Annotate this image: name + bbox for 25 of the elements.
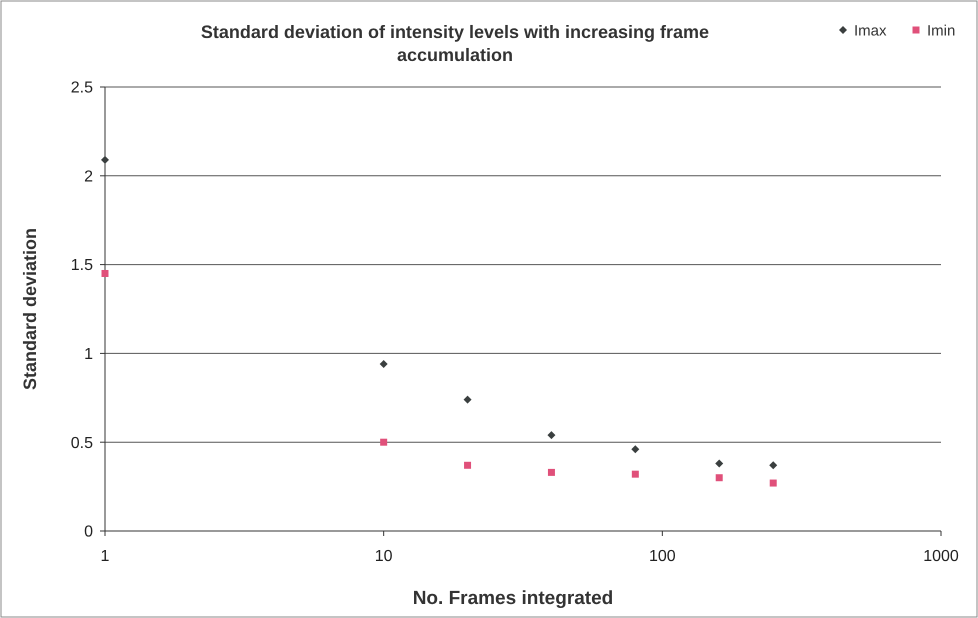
y-tick-label: 1 bbox=[84, 346, 94, 363]
point bbox=[547, 431, 556, 440]
chart-title: Standard deviation of intensity levels with increasing frame accumulation bbox=[200, 22, 710, 65]
point bbox=[631, 445, 640, 454]
legend-label: Imin bbox=[927, 22, 956, 40]
x-axis-title: No. Frames integrated bbox=[412, 588, 614, 609]
point bbox=[380, 360, 388, 368]
point bbox=[548, 468, 555, 476]
y-tick-label: 0 bbox=[84, 524, 94, 541]
x-tick-label: 1 bbox=[100, 548, 110, 565]
y-tick-label: 2 bbox=[84, 168, 94, 186]
point bbox=[715, 460, 724, 468]
legend-label: Imax bbox=[854, 22, 888, 40]
point bbox=[632, 470, 639, 478]
point bbox=[464, 462, 472, 469]
point bbox=[380, 438, 388, 446]
y-tick-label: 2.5 bbox=[70, 80, 94, 97]
x-tick-label: 1000 bbox=[923, 548, 959, 565]
point bbox=[464, 396, 472, 404]
x-tick-label: 10 bbox=[374, 548, 393, 565]
x-tick-label: 100 bbox=[648, 548, 676, 565]
point bbox=[716, 474, 723, 482]
y-tick-label: 0.5 bbox=[70, 434, 94, 452]
y-axis-title: Standard deviation bbox=[20, 228, 40, 390]
y-tick-label: 1.5 bbox=[70, 257, 94, 274]
